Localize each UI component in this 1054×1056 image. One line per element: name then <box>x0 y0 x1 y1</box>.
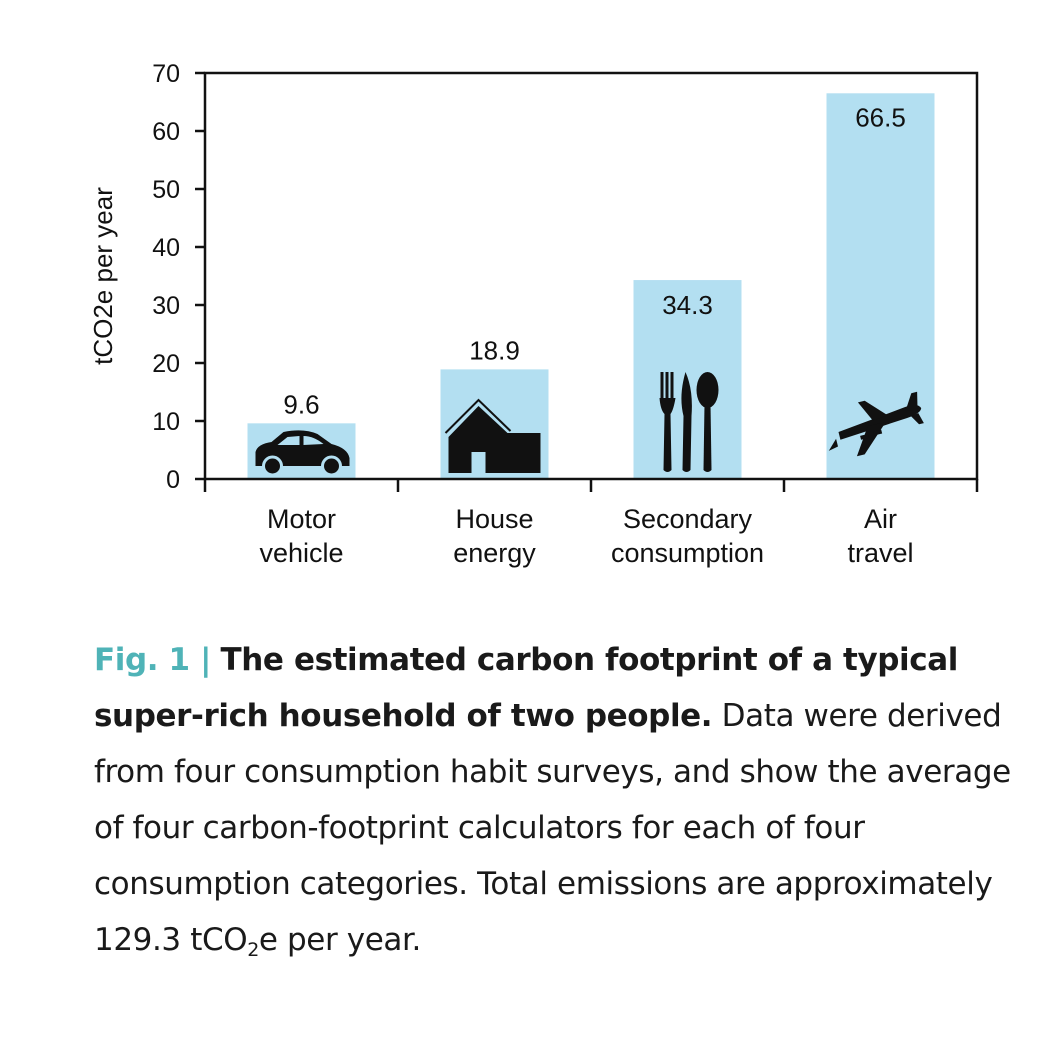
y-tick-label: 20 <box>152 350 180 378</box>
x-tick-label: House energy <box>453 504 536 568</box>
house-icon <box>444 398 541 473</box>
airplane-icon <box>828 391 924 457</box>
x-tick-label: Secondary consumption <box>611 504 764 568</box>
y-tick-label: 60 <box>152 118 180 146</box>
caption-body: Data were derived from four consumption … <box>94 698 1011 958</box>
caption-subscript: 2 <box>247 939 259 961</box>
y-tick-label: 40 <box>152 234 180 262</box>
data-label: 9.6 <box>283 389 319 419</box>
bar-chart: 0 10 20 30 40 50 60 70 9.6 18.9 34.3 66.5 Motor veh… <box>88 60 979 568</box>
data-label: 34.3 <box>662 290 713 320</box>
y-axis: 0 10 20 30 40 50 60 70 <box>152 60 205 494</box>
figure-title: The estimated carbon footprint of a typi… <box>94 642 958 734</box>
plot-frame <box>203 71 979 481</box>
y-tick-label: 70 <box>152 60 180 88</box>
data-label: 18.9 <box>469 335 520 365</box>
caption-body-end: e per year. <box>258 922 421 958</box>
y-axis-label: tCO2e per year <box>88 187 118 365</box>
x-tick-label: Air travel <box>847 504 913 568</box>
value-labels: 9.6 18.9 34.3 66.5 <box>283 102 905 419</box>
data-label: 66.5 <box>855 102 906 132</box>
y-tick-label: 30 <box>152 292 180 320</box>
x-axis: Motor vehicle House energy Secondary consumpt… <box>203 479 979 568</box>
y-tick-label: 10 <box>152 408 180 436</box>
cutlery-icon <box>659 372 719 472</box>
bars <box>247 93 935 480</box>
y-tick-label: 50 <box>152 176 180 204</box>
x-tick-label: Motor vehicle <box>259 504 343 568</box>
y-tick-label: 0 <box>166 466 180 494</box>
car-icon <box>255 430 350 477</box>
figure-caption: Fig. 1 | The estimated carbon footprint … <box>94 632 1024 968</box>
figure-label: Fig. 1 | <box>94 642 212 678</box>
icons <box>255 372 924 477</box>
